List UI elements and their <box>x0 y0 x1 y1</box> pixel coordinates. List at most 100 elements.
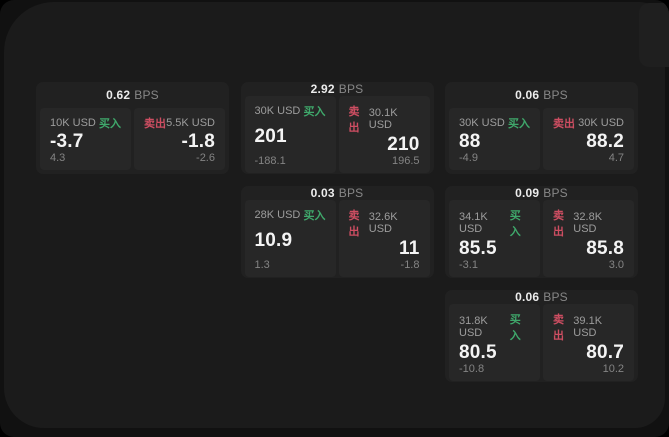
sell-delta-value: 3.0 <box>608 259 624 271</box>
sell-notional: 32.8K USD <box>573 211 603 235</box>
buy-notional: 30K USD <box>254 105 301 117</box>
sell-delta-value: -2.6 <box>196 152 215 164</box>
sell-notional: 30.1K USD <box>368 107 398 131</box>
buy-notional: 28K USD <box>254 209 301 221</box>
quote-panels: 31.8K USD 买入 80.5 -10.8 卖出 39.1K USD 80.… <box>449 304 634 381</box>
sell-panel-top: 卖出 5.5K USD <box>144 115 215 131</box>
sell-quote-value: 88.2 <box>586 130 624 152</box>
sell-delta-value: -1.8 <box>400 259 420 271</box>
top-right-panel-edge <box>639 3 669 67</box>
buy-delta-value: 1.3 <box>254 259 270 271</box>
buy-delta-value: -4.9 <box>459 152 478 164</box>
buy-quote-value: 85.5 <box>459 238 497 259</box>
bps-value: 2.92 <box>310 82 335 96</box>
buy-panel-top: 10K USD 买入 <box>50 115 121 131</box>
sell-panel-top: 卖出 30K USD <box>553 115 624 131</box>
buy-panel-top: 31.8K USD 买入 <box>459 311 530 343</box>
sell-side-label: 卖出 <box>553 118 575 130</box>
card-header: 0.06 BPS <box>449 290 634 304</box>
quote-card: 0.62 BPS 10K USD 买入 -3.7 4.3 卖出 5.5K USD… <box>36 82 229 174</box>
bps-unit-label: BPS <box>543 290 568 304</box>
sell-delta-value: 10.2 <box>602 363 624 375</box>
buy-notional: 10K USD <box>50 117 96 129</box>
buy-side-label: 买入 <box>509 210 521 238</box>
sell-side-label: 卖出 <box>553 314 564 342</box>
buy-panel-top: 34.1K USD 买入 <box>459 207 530 239</box>
card-header: 0.03 BPS <box>245 186 430 200</box>
buy-side-label: 买入 <box>509 314 521 342</box>
bps-unit-label: BPS <box>543 186 568 200</box>
buy-side-label: 买入 <box>303 210 326 222</box>
bps-value: 0.06 <box>515 88 540 102</box>
buy-delta-value: -188.1 <box>254 155 286 167</box>
bps-value: 0.09 <box>515 186 540 200</box>
sell-quote-value: -1.8 <box>181 130 215 152</box>
sell-notional: 30K USD <box>578 117 624 129</box>
quote-panels: 28K USD 买入 10.9 1.3 卖出 32.6K USD 11 -1.8 <box>244 200 430 277</box>
quote-panels: 30K USD 买入 201 -188.1 卖出 30.1K USD 210 1… <box>244 96 430 173</box>
buy-quote-value: 10.9 <box>254 230 293 251</box>
buy-notional: 30K USD <box>459 117 505 129</box>
buy-panel[interactable]: 10K USD 买入 -3.7 4.3 <box>40 108 131 170</box>
buy-panel-top: 30K USD 买入 <box>459 115 530 131</box>
sell-quote-value: 80.7 <box>586 342 624 363</box>
bps-value: 0.03 <box>310 186 335 200</box>
sell-delta-value: 196.5 <box>391 155 420 167</box>
buy-notional: 31.8K USD <box>459 315 488 339</box>
quote-card: 0.06 BPS 30K USD 买入 88 -4.9 卖出 30K USD 8… <box>445 82 638 174</box>
quote-panels: 10K USD 买入 -3.7 4.3 卖出 5.5K USD -1.8 -2.… <box>40 108 225 170</box>
card-header: 0.62 BPS <box>40 82 225 108</box>
card-header: 0.06 BPS <box>449 82 634 108</box>
buy-quote-value: -3.7 <box>50 130 84 152</box>
buy-quote-value: 80.5 <box>459 342 497 363</box>
buy-notional: 34.1K USD <box>459 211 488 235</box>
buy-quote-value: 88 <box>459 130 481 152</box>
bps-value: 0.06 <box>515 290 540 304</box>
sell-quote-value: 85.8 <box>586 238 624 259</box>
bps-value: 0.62 <box>106 88 131 102</box>
sell-panel[interactable]: 卖出 30K USD 88.2 4.7 <box>543 108 634 170</box>
sell-side-label: 卖出 <box>553 210 564 238</box>
bps-unit-label: BPS <box>134 88 159 102</box>
sell-panel[interactable]: 卖出 39.1K USD 80.7 10.2 <box>543 304 634 381</box>
bps-unit-label: BPS <box>543 88 568 102</box>
sell-quote-value: 11 <box>399 238 420 259</box>
sell-panel[interactable]: 卖出 32.8K USD 85.8 3.0 <box>543 200 634 277</box>
buy-panel[interactable]: 30K USD 买入 201 -188.1 <box>244 96 336 173</box>
sell-side-label: 卖出 <box>348 106 360 134</box>
sell-delta-value: 4.7 <box>608 152 624 164</box>
buy-side-label: 买入 <box>303 106 326 118</box>
buy-side-label: 买入 <box>99 118 121 130</box>
sell-panel-top: 卖出 32.6K USD <box>349 207 420 239</box>
quote-card: 0.06 BPS 31.8K USD 买入 80.5 -10.8 卖出 39.1… <box>445 290 638 382</box>
sell-side-label: 卖出 <box>348 210 360 238</box>
sell-panel[interactable]: 卖出 32.6K USD 11 -1.8 <box>338 200 430 277</box>
bps-unit-label: BPS <box>338 186 364 200</box>
sell-notional: 5.5K USD <box>166 117 215 129</box>
buy-side-label: 买入 <box>508 118 530 130</box>
sell-panel-top: 卖出 30.1K USD <box>349 103 420 135</box>
buy-panel[interactable]: 28K USD 买入 10.9 1.3 <box>244 200 336 277</box>
quote-card: 0.09 BPS 34.1K USD 买入 85.5 -3.1 卖出 32.8K… <box>445 186 638 278</box>
quote-cards-grid: 0.62 BPS 10K USD 买入 -3.7 4.3 卖出 5.5K USD… <box>36 82 638 382</box>
buy-delta-value: 4.3 <box>50 152 66 164</box>
buy-panel[interactable]: 30K USD 买入 88 -4.9 <box>449 108 540 170</box>
sell-panel[interactable]: 卖出 30.1K USD 210 196.5 <box>338 96 430 173</box>
sell-notional: 39.1K USD <box>573 315 603 339</box>
buy-panel-top: 30K USD 买入 <box>255 103 326 119</box>
buy-quote-value: 201 <box>254 126 287 147</box>
buy-delta-value: -10.8 <box>459 363 485 375</box>
sell-quote-value: 210 <box>387 134 420 155</box>
card-header: 2.92 BPS <box>245 82 430 96</box>
quote-card: 2.92 BPS 30K USD 买入 201 -188.1 卖出 30.1K … <box>240 82 434 174</box>
card-header: 0.09 BPS <box>449 186 634 200</box>
buy-panel[interactable]: 31.8K USD 买入 80.5 -10.8 <box>449 304 540 381</box>
buy-panel[interactable]: 34.1K USD 买入 85.5 -3.1 <box>449 200 540 277</box>
quote-card: 0.03 BPS 28K USD 买入 10.9 1.3 卖出 32.6K US… <box>240 186 434 278</box>
sell-notional: 32.6K USD <box>368 211 398 235</box>
sell-panel[interactable]: 卖出 5.5K USD -1.8 -2.6 <box>134 108 225 170</box>
sell-side-label: 卖出 <box>144 118 166 130</box>
bps-unit-label: BPS <box>338 82 364 96</box>
buy-panel-top: 28K USD 买入 <box>255 207 326 223</box>
